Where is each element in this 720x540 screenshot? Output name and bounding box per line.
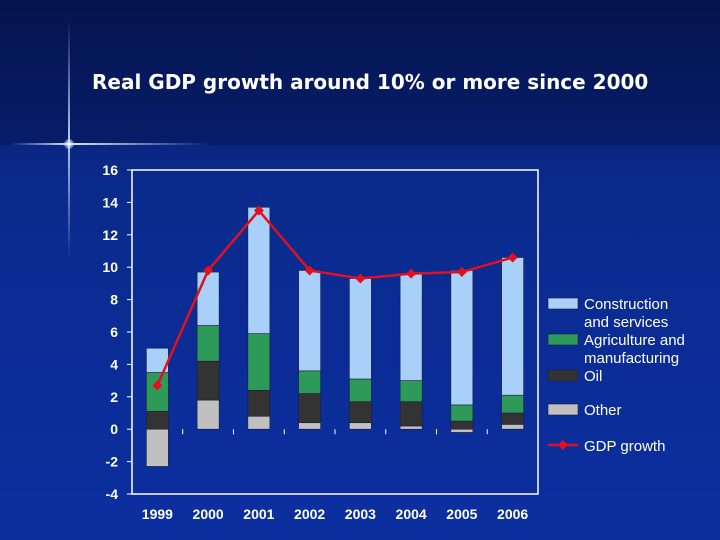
legend-swatch [547,403,579,416]
legend-swatch [547,369,579,382]
bar-segment [247,415,271,430]
bar-segment [349,422,372,430]
x-tick-label: 2002 [294,506,325,522]
gdp-point [152,380,163,391]
y-tick-label: 6 [110,324,118,340]
bar-segment [196,325,220,362]
gdp-point [406,268,417,279]
legend-label: GDP growth [584,438,665,455]
bar-segment [298,393,321,424]
plot-border [131,169,539,495]
legend-swatch [547,333,579,346]
x-tick-label: 2001 [243,506,274,522]
bar-segment [247,333,271,391]
y-tick-label: 2 [110,389,118,405]
title-band [0,0,720,145]
y-tick-label: 12 [102,227,118,243]
bar-segment [298,270,321,372]
axes: 16 14 12 10 8 6 4 2 0 -2 -4 1999 2000 2001 2002 2003 200… [102,162,528,522]
gdp-point [456,267,467,278]
gdp-point [253,205,264,216]
y-tick-label: 16 [102,162,118,178]
legend-swatch [558,440,568,450]
bar-segment [450,420,474,430]
plot-area [131,169,539,495]
bar-segment [399,273,423,381]
x-tick-label: 2003 [345,506,376,522]
legend-label: Other [584,402,622,419]
bar-segment [196,399,220,430]
bar-segment [349,378,372,402]
y-tick-label: 4 [110,356,118,372]
bar-segment [399,380,423,402]
x-tick-label: 2000 [193,506,224,522]
gdp-point [507,252,518,263]
bar-segment [247,206,271,334]
x-tick-label: 2005 [446,506,477,522]
legend-swatch [547,297,579,310]
gdp-point [304,265,315,276]
gdp-line [156,208,513,386]
gdp-growth-line [152,205,518,391]
bar-segment [501,257,524,396]
sparkle-decoration [10,143,210,145]
legend-label: manufacturing [584,350,679,367]
bar-segment [196,271,220,326]
bars [146,206,524,467]
legend-label: and services [584,314,668,331]
bar-segment [146,411,169,430]
bar-segment [146,372,169,412]
bar-segment [196,360,220,401]
bar-segment [298,370,321,394]
y-tick-label: 0 [110,421,118,437]
x-tick-label: 1999 [142,506,173,522]
legend-label: Oil [584,368,602,385]
slide-title: Real GDP growth around 10% or more since… [92,70,649,94]
bar-segment [450,428,474,433]
bar-segment [349,401,372,424]
bar-segment [399,401,423,427]
bar-segment [146,428,169,467]
gdp-point [203,265,214,276]
gdp-point [355,273,366,284]
bar-segment [247,390,271,417]
x-tick-label: 2006 [497,506,528,522]
bar-segment [450,404,474,422]
bar-segment [501,394,524,414]
legend-label: Construction [584,296,668,313]
x-tick-label: 2004 [396,506,427,522]
bar-segment [501,412,524,425]
bar-segment [349,278,372,380]
bar-segment [450,270,474,406]
bar-segment [501,424,524,430]
y-tick-label: -2 [106,454,119,470]
y-tick-label: 8 [110,292,118,308]
y-tick-label: -4 [106,486,119,502]
legend-label: Agriculture and [584,332,685,349]
bar-segment [399,425,423,430]
y-tick-label: 14 [102,194,118,210]
bar-segment [298,422,321,430]
y-tick-label: 10 [102,259,118,275]
sparkle-decoration [64,139,74,149]
